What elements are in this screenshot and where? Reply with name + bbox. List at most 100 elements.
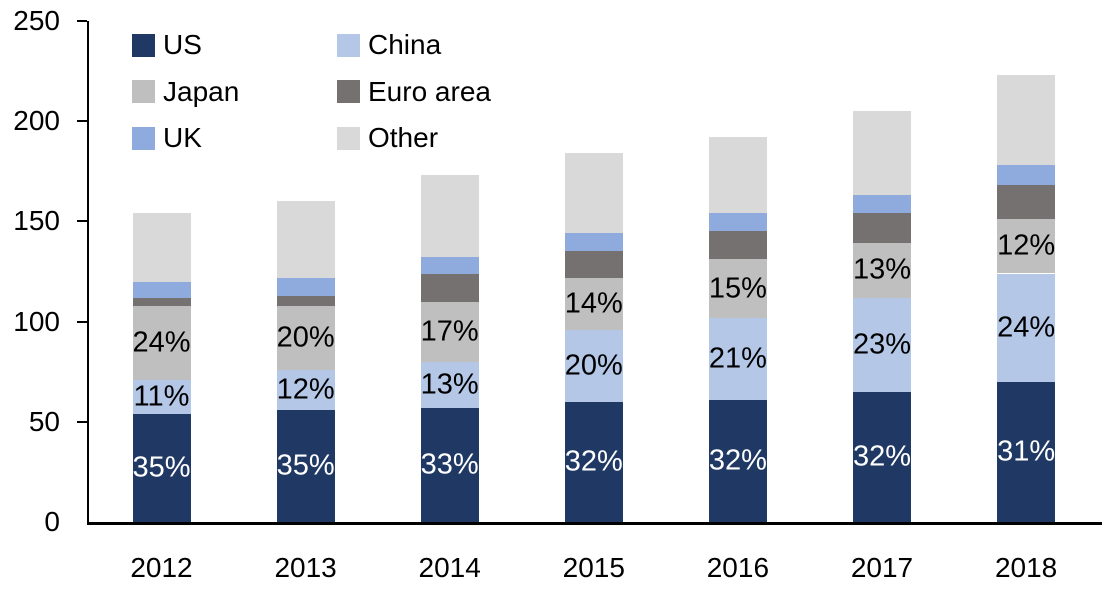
legend-item-china: China <box>337 30 441 60</box>
bar-label-us-2013: 35% <box>276 449 335 482</box>
bar-segment-china-2012 <box>132 379 191 414</box>
bar-segment-japan-2015 <box>564 277 623 330</box>
bar-segment-other-2012 <box>132 213 191 282</box>
legend-item-euro-area: Euro area <box>337 75 491 107</box>
x-axis-line <box>87 522 1102 525</box>
bar-segment-japan-2017 <box>853 243 911 298</box>
bar-label-china-2013: 12% <box>276 373 335 406</box>
bar-label-japan-2017: 13% <box>852 253 912 286</box>
bar-label-us-2016: 32% <box>708 444 767 477</box>
bar-segment-uk-2012 <box>132 281 191 298</box>
bar-segment-china-2015 <box>564 329 623 402</box>
bar-segment-euro-area-2015 <box>564 251 623 278</box>
bar-segment-other-2013 <box>276 201 335 278</box>
x-axis-label-2012: 2012 <box>130 552 193 583</box>
bar-segment-uk-2018 <box>997 165 1056 186</box>
legend-swatch-china <box>337 33 360 57</box>
bar-label-japan-2013: 20% <box>276 321 335 354</box>
bar-segment-china-2016 <box>708 317 767 400</box>
bar-segment-euro-area-2018 <box>997 185 1056 220</box>
bar-label-china-2012: 11% <box>133 380 190 413</box>
x-axis-label-2017: 2017 <box>850 552 914 583</box>
legend-label-euro-area: Euro area <box>368 75 491 107</box>
bar-segment-uk-2016 <box>708 213 767 232</box>
bar-segment-other-2017 <box>853 111 911 196</box>
bar-label-us-2018: 31% <box>997 435 1056 468</box>
x-axis-label-2014: 2014 <box>418 552 481 583</box>
bar-label-us-2015: 32% <box>564 445 623 478</box>
bar-segment-euro-area-2017 <box>853 213 911 244</box>
y-axis-tick-250 <box>77 20 87 22</box>
x-axis-label-2013: 2013 <box>274 552 337 583</box>
legend-item-japan: Japan <box>132 75 240 107</box>
legend-swatch-other <box>337 126 360 150</box>
bar-segment-uk-2017 <box>853 195 911 214</box>
bar-segment-us-2016 <box>708 399 767 522</box>
y-axis-tick-200 <box>77 120 87 123</box>
bar-segment-china-2014 <box>420 361 479 408</box>
y-axis-tick-label-50: 50 <box>28 405 60 437</box>
bar-segment-other-2014 <box>420 175 479 258</box>
bar-segment-uk-2015 <box>564 233 623 252</box>
bar-label-us-2014: 33% <box>420 448 479 481</box>
legend-label-us: US <box>163 29 202 60</box>
legend-label-uk: UK <box>163 122 202 153</box>
bar-segment-japan-2014 <box>420 301 479 362</box>
bar-label-china-2017: 23% <box>852 328 912 361</box>
bar-segment-japan-2012 <box>132 305 191 380</box>
x-axis-label-2015: 2015 <box>562 552 625 583</box>
legend-swatch-uk <box>132 126 155 150</box>
bar-segment-euro-area-2014 <box>420 273 479 302</box>
legend-label-japan: Japan <box>163 75 240 107</box>
bar-segment-china-2013 <box>276 369 335 410</box>
bar-label-japan-2018: 12% <box>997 229 1056 262</box>
legend-item-other: Other <box>337 123 438 153</box>
y-axis-tick-label-100: 100 <box>13 305 60 337</box>
legend-item-uk: UK <box>132 123 202 153</box>
bar-label-china-2016: 21% <box>708 342 767 375</box>
bar-segment-euro-area-2013 <box>276 295 335 306</box>
bar-segment-euro-area-2012 <box>132 297 191 306</box>
y-axis-line <box>87 21 89 525</box>
bar-label-china-2015: 20% <box>564 349 623 382</box>
bar-segment-euro-area-2016 <box>708 231 767 260</box>
bar-segment-china-2017 <box>853 297 911 392</box>
y-axis-tick-label-200: 200 <box>13 105 60 137</box>
bar-segment-other-2018 <box>997 75 1056 166</box>
bar-label-japan-2016: 15% <box>708 272 767 305</box>
bar-segment-us-2014 <box>420 407 479 522</box>
bar-label-japan-2014: 17% <box>420 315 479 348</box>
bar-segment-us-2017 <box>853 391 911 522</box>
bar-label-china-2018: 24% <box>997 311 1056 344</box>
legend-swatch-japan <box>132 80 155 103</box>
y-axis-tick-50 <box>77 420 87 423</box>
legend-label-china: China <box>368 29 442 60</box>
bar-segment-us-2013 <box>276 409 335 522</box>
bar-segment-japan-2016 <box>708 259 767 318</box>
bar-segment-uk-2014 <box>420 257 479 274</box>
legend-swatch-euro-area <box>337 80 360 103</box>
bar-segment-uk-2013 <box>276 277 335 296</box>
bar-segment-other-2015 <box>564 153 623 234</box>
y-axis-tick-150 <box>77 220 87 223</box>
bar-label-us-2012: 35% <box>132 451 191 484</box>
bar-segment-us-2015 <box>564 401 623 522</box>
bar-segment-other-2016 <box>708 137 767 214</box>
y-axis-tick-100 <box>77 320 87 323</box>
bar-segment-us-2018 <box>997 381 1056 522</box>
bar-label-japan-2015: 14% <box>564 287 623 320</box>
y-axis-tick-label-150: 150 <box>13 205 60 237</box>
bar-segment-china-2018 <box>997 273 1056 382</box>
bar-label-us-2017: 32% <box>852 440 912 473</box>
bar-label-china-2014: 13% <box>420 368 479 401</box>
legend-swatch-us <box>132 33 155 57</box>
x-axis-label-2018: 2018 <box>994 552 1058 583</box>
y-axis-tick-label-250: 250 <box>13 5 60 36</box>
bar-segment-us-2012 <box>132 413 191 522</box>
legend-item-us: US <box>132 30 202 60</box>
bar-label-japan-2012: 24% <box>132 326 191 359</box>
bar-segment-japan-2013 <box>276 305 335 370</box>
y-axis-tick-label-0: 0 <box>44 506 60 537</box>
bar-segment-japan-2018 <box>997 219 1056 274</box>
